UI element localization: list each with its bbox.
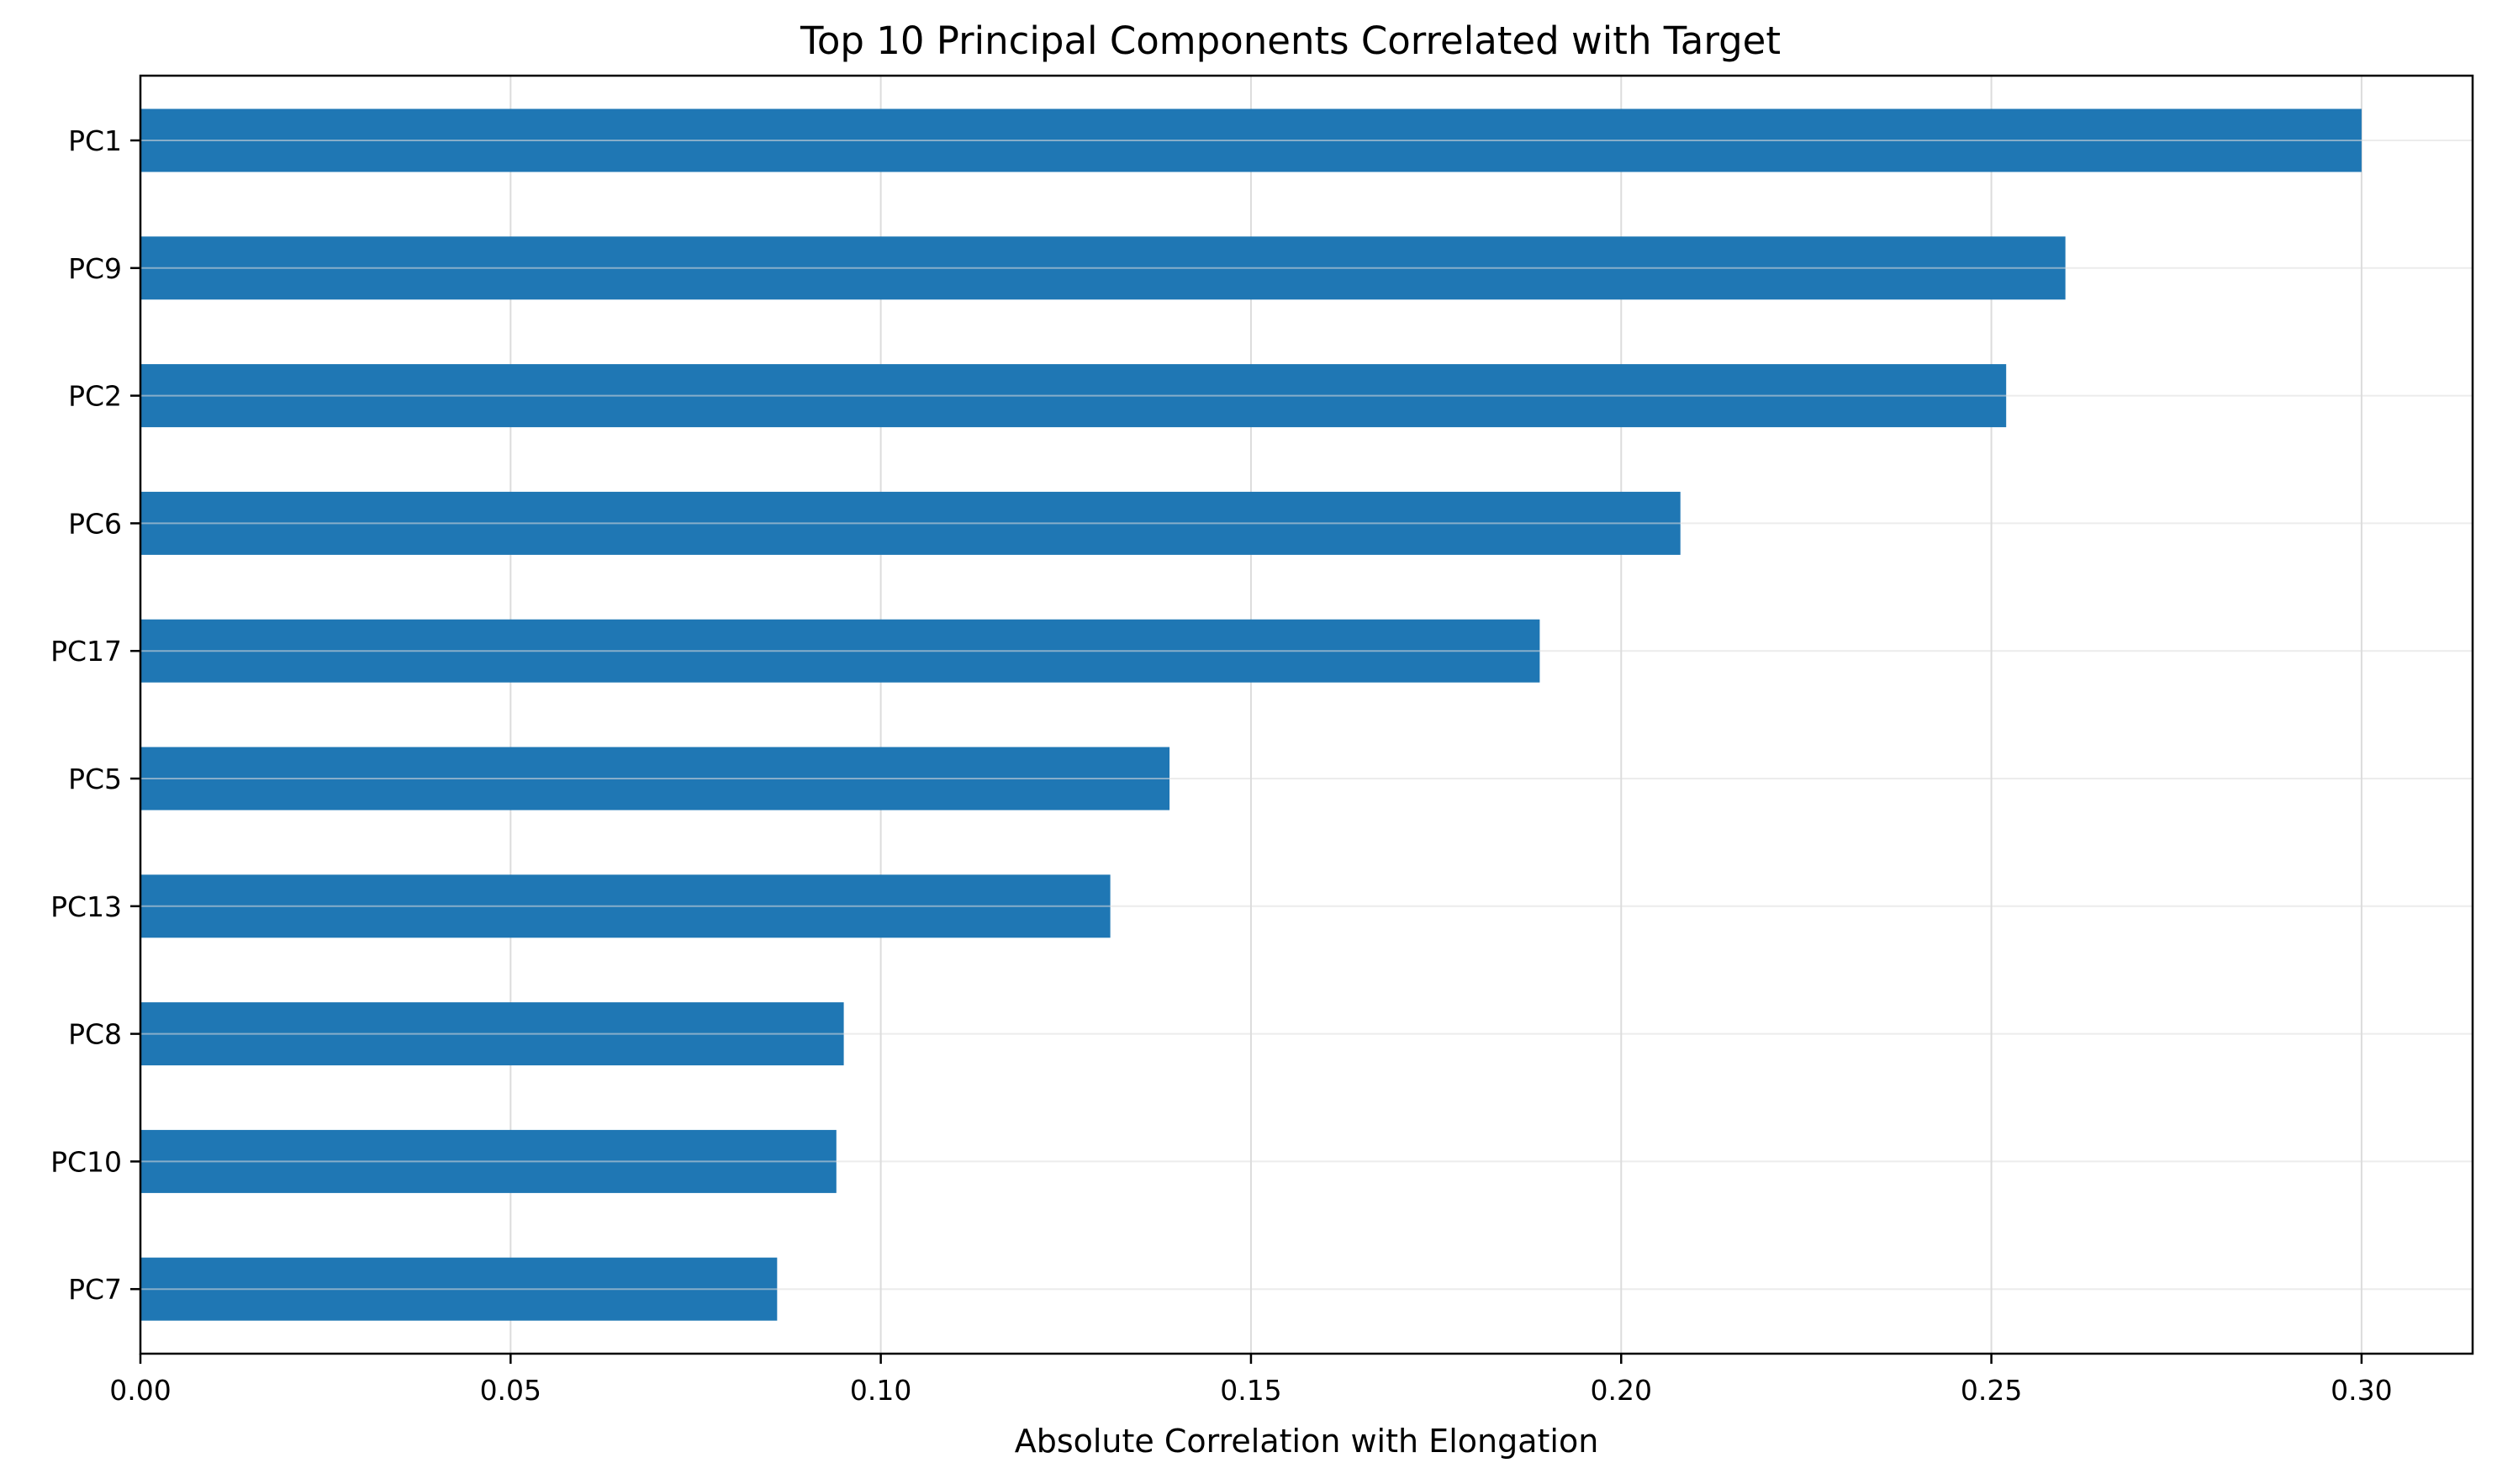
y-axis: PC1 PC9 PC2 PC6 PC17 PC5 PC13 PC8 PC10 PC7 bbox=[50, 124, 140, 1306]
x-tick-label: 0.15 bbox=[1220, 1374, 1281, 1407]
x-axis: 0.00 0.05 0.10 0.15 0.20 0.25 0.30 bbox=[109, 1354, 2393, 1407]
y-tick-label: PC5 bbox=[68, 763, 122, 795]
y-tick-label: PC2 bbox=[68, 380, 122, 413]
y-tick-label: PC9 bbox=[68, 252, 122, 285]
plot-area bbox=[139, 74, 2474, 1355]
y-tick-label: PC8 bbox=[68, 1018, 122, 1051]
x-tick-label: 0.05 bbox=[480, 1374, 541, 1407]
y-tick-label: PC13 bbox=[50, 890, 122, 923]
y-tick-label: PC1 bbox=[68, 124, 122, 157]
y-tick-label: PC10 bbox=[50, 1145, 122, 1178]
x-tick-label: 0.30 bbox=[2331, 1374, 2392, 1407]
horizontal-grid-lines bbox=[140, 140, 2473, 1291]
chart-title: Top 10 Principal Components Correlated w… bbox=[800, 18, 1781, 63]
y-tick-label: PC7 bbox=[68, 1273, 122, 1306]
x-tick-label: 0.10 bbox=[850, 1374, 911, 1407]
x-tick-label: 0.00 bbox=[109, 1374, 171, 1407]
y-tick-label: PC6 bbox=[68, 507, 122, 540]
x-axis-title: Absolute Correlation with Elongation bbox=[1015, 1423, 1599, 1460]
x-tick-label: 0.25 bbox=[1961, 1374, 2022, 1407]
plot-frame bbox=[139, 74, 2474, 1355]
y-tick-label: PC17 bbox=[50, 635, 122, 668]
x-tick-label: 0.20 bbox=[1591, 1374, 1652, 1407]
